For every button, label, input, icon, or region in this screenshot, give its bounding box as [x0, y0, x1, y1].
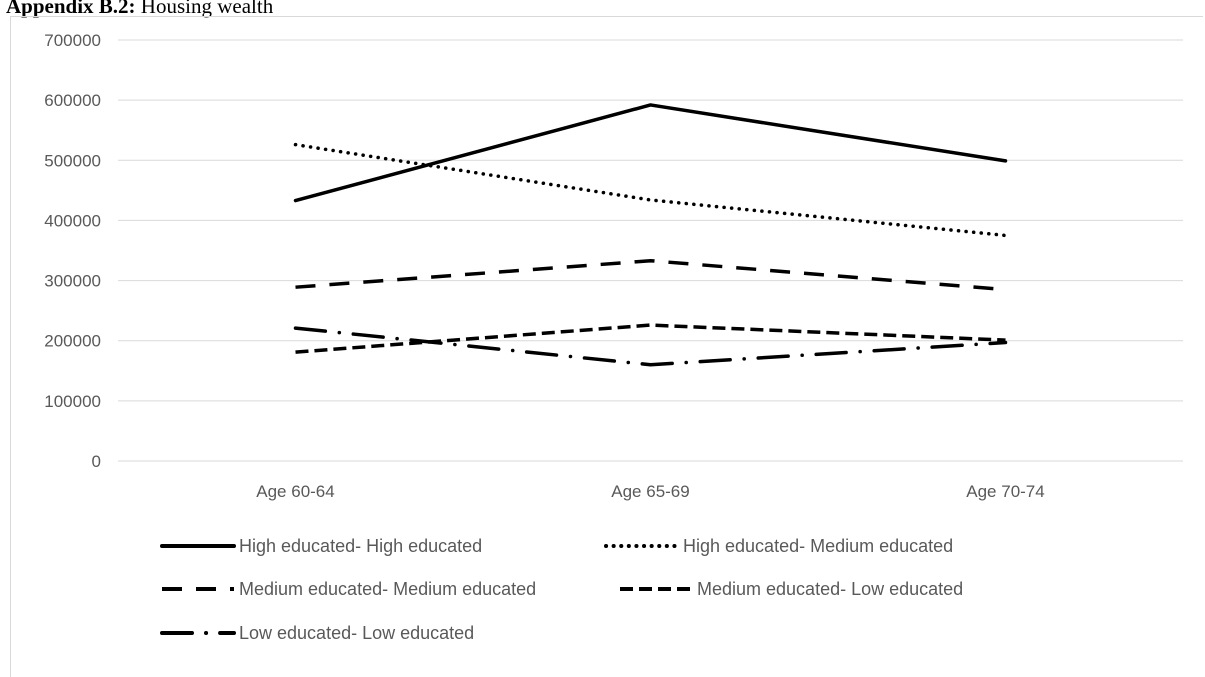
x-tick-label: Age 65-69	[611, 482, 689, 501]
legend-label: High educated- High educated	[239, 536, 482, 556]
y-tick-label: 600000	[44, 91, 101, 110]
series-lines	[293, 103, 1008, 367]
y-tick-label: 100000	[44, 392, 101, 411]
legend-item: Medium educated- Medium educated	[162, 579, 536, 599]
series-line-1	[293, 103, 1008, 203]
line-chart: 0 100000 200000 300000 400000 500000 600000 700…	[44, 31, 1183, 643]
legend-item: High educated- Medium educated	[604, 536, 953, 556]
heading-label: Appendix B.2:	[6, 0, 136, 18]
legend-label: Medium educated- Medium educated	[239, 579, 536, 599]
y-tick-label: 500000	[44, 151, 101, 170]
x-axis-ticks: Age 60-64 Age 65-69 Age 70-74	[256, 482, 1044, 501]
y-axis-ticks: 0 100000 200000 300000 400000 500000 600000 700…	[44, 31, 101, 471]
series-line-5	[293, 326, 1008, 367]
legend-label: Low educated- Low educated	[239, 623, 474, 643]
series-line-3	[295, 258, 1006, 292]
legend-item: Low educated- Low educated	[160, 623, 474, 643]
x-tick-label: Age 70-74	[966, 482, 1044, 501]
legend-label: High educated- Medium educated	[683, 536, 953, 556]
y-tick-label: 0	[92, 452, 101, 471]
y-tick-label: 700000	[44, 31, 101, 50]
heading-title: Housing wealth	[135, 0, 274, 18]
series-line-4	[295, 323, 1006, 354]
series-line-2	[293, 142, 1008, 238]
figure-heading: Appendix B.2: Housing wealth	[6, 0, 273, 19]
legend-item: High educated- High educated	[160, 536, 482, 556]
y-tick-label: 300000	[44, 272, 101, 291]
legend-label: Medium educated- Low educated	[697, 579, 963, 599]
gridlines	[118, 39, 1183, 462]
y-tick-label: 400000	[44, 211, 101, 230]
chart-frame	[10, 16, 1203, 677]
legend: High educated- High educated High educate…	[160, 536, 963, 643]
x-tick-label: Age 60-64	[256, 482, 334, 501]
legend-item: Medium educated- Low educated	[620, 579, 963, 599]
y-tick-label: 200000	[44, 332, 101, 351]
